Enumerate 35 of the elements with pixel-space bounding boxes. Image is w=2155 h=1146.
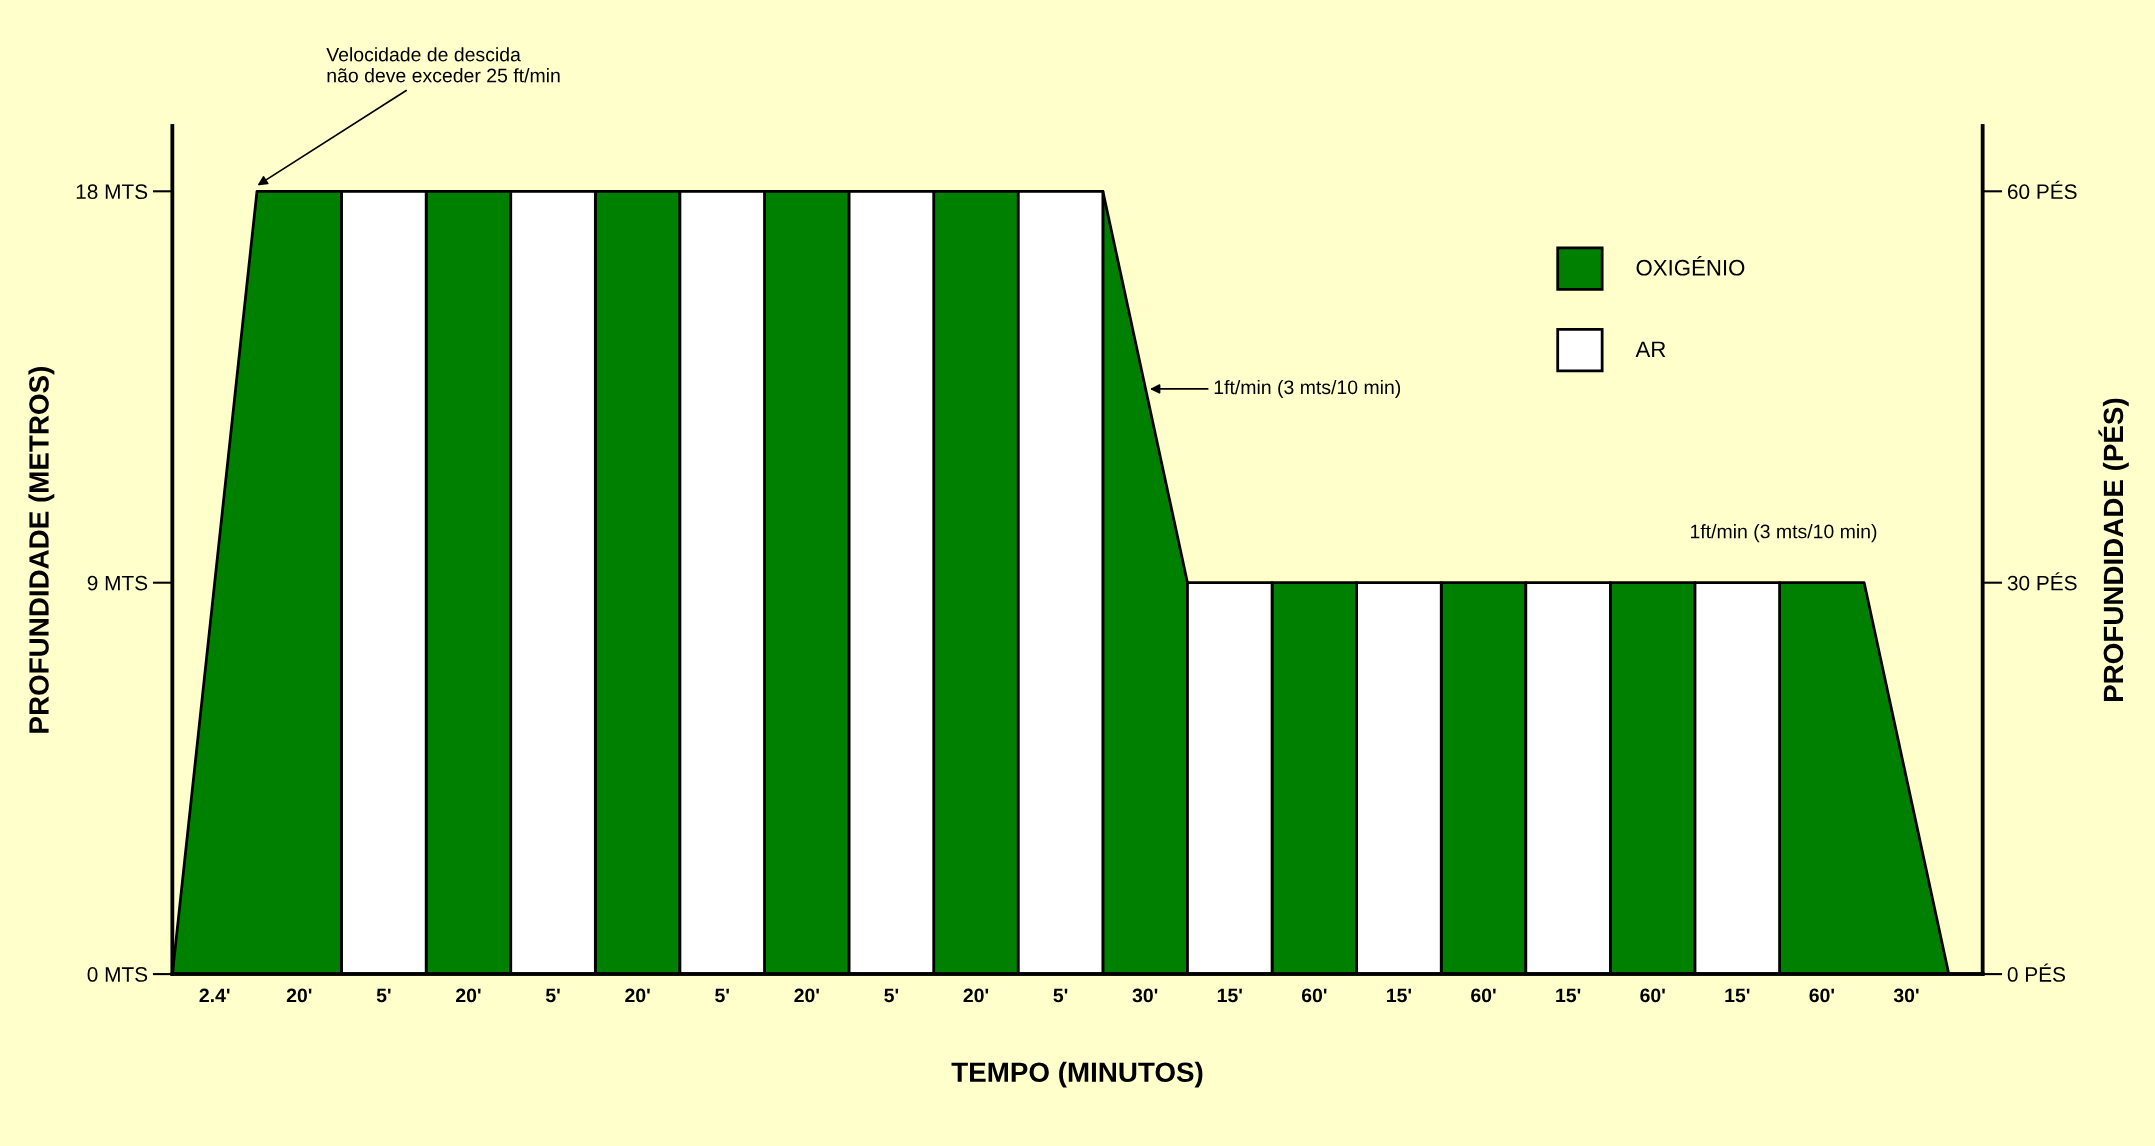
x-tick-label: 15' xyxy=(1217,988,1242,1003)
y-axis-title: PROFUNDIDADE (METROS) xyxy=(28,367,55,733)
x-tick-label: 20' xyxy=(286,988,312,1003)
x-tick-label: 60' xyxy=(1301,988,1327,1003)
x-axis-title: TEMPO (MINUTOS) xyxy=(951,1061,1203,1088)
x-tick-label: 30' xyxy=(1893,988,1919,1003)
x-tick-label: 20' xyxy=(794,988,819,1003)
x-tick-label: 15' xyxy=(1387,988,1412,1003)
legend-label: AR xyxy=(1635,341,1666,357)
x-tick-label: 5' xyxy=(884,988,899,1003)
x-tick-label: 20' xyxy=(625,988,650,1003)
y2-tick-label: 0 PÉS xyxy=(2007,963,2066,982)
x-tick-label: 60' xyxy=(1640,988,1665,1003)
x-tick-label: 2.4' xyxy=(199,988,230,1003)
x-tick-label: 5' xyxy=(376,988,391,1003)
y-tick-label: 18 MTS xyxy=(76,184,148,200)
y2-tick-label: 60 PÉS xyxy=(2007,180,2077,200)
y2-axis-title: PROFUNDIDADE (PÉS) xyxy=(2098,398,2129,702)
y2-tick-label: 30 PÉS xyxy=(2007,572,2077,591)
x-tick-label: 5' xyxy=(715,988,729,1003)
text: Velocidade de descida não deve exceder 25 ft/min xyxy=(326,47,560,83)
annotation: 1ft/min (3 mts/10 min) xyxy=(1690,524,1877,543)
x-tick-label: 5' xyxy=(1053,988,1068,1003)
x-tick-label: 20' xyxy=(963,988,989,1003)
annotation: 1ft/min (3 mts/10 min) xyxy=(1214,379,1401,399)
x-tick-label: 60' xyxy=(1471,988,1496,1003)
x-tick-label: 20' xyxy=(456,988,481,1003)
x-tick-label: 60' xyxy=(1809,988,1834,1003)
legend-label: OXIGÉNIO xyxy=(1636,256,1745,276)
x-tick-label: 5' xyxy=(545,988,560,1003)
x-tick-label: 30' xyxy=(1132,988,1158,1003)
y-tick-label: 9 MTS xyxy=(87,575,148,591)
x-tick-label: 15' xyxy=(1725,988,1750,1003)
x-tick-label: 15' xyxy=(1556,988,1581,1003)
y-tick-label: 0 MTS xyxy=(87,967,148,982)
